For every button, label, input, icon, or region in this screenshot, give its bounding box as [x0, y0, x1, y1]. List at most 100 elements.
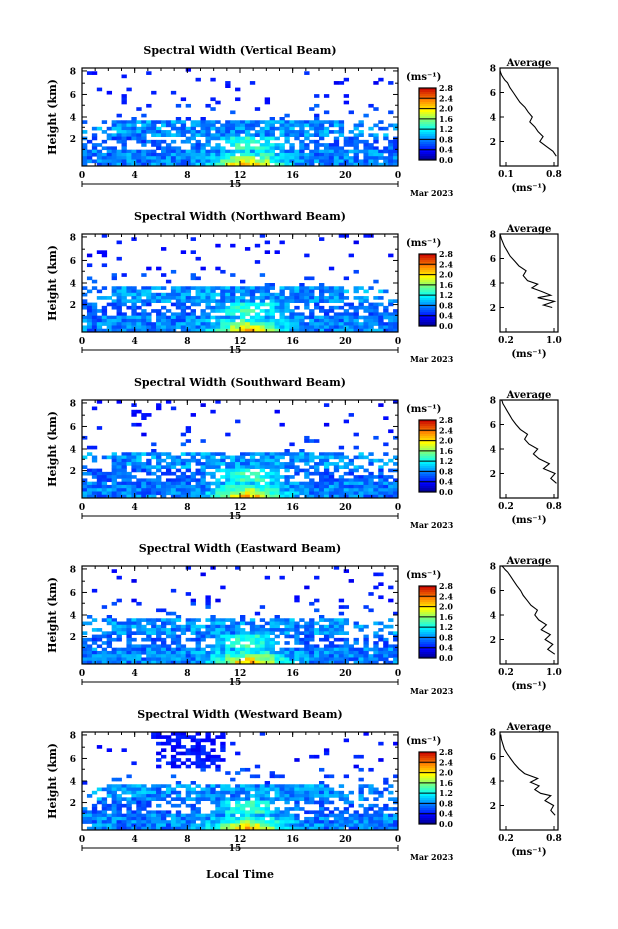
heatmap-cell — [249, 800, 256, 805]
heatmap-cell — [215, 488, 221, 492]
heatmap-cell — [323, 481, 330, 486]
heatmap-cell — [319, 650, 325, 655]
heatmap-cell — [131, 816, 137, 821]
heatmap-cell — [106, 156, 113, 160]
heatmap-cell — [368, 143, 374, 147]
heatmap-cell — [126, 315, 132, 320]
heatmap-cell — [131, 800, 137, 805]
heatmap-cell — [230, 162, 236, 167]
heatmap-cell — [121, 94, 127, 98]
heatmap-cell — [106, 813, 113, 818]
heatmap-cell — [165, 468, 172, 473]
heatmap-cell — [230, 455, 236, 460]
heatmap-cell — [323, 315, 330, 320]
heatmap-cell — [86, 452, 93, 456]
heatmap-cell — [170, 797, 177, 801]
heatmap-cell — [121, 787, 127, 792]
heatmap-cell — [136, 130, 142, 134]
heatmap-cell — [328, 634, 335, 639]
heatmap-cell — [210, 123, 216, 128]
heatmap-cell — [264, 823, 271, 828]
heatmap-cell — [259, 292, 266, 297]
heatmap-cell — [264, 807, 271, 811]
heatmap-cell — [200, 455, 206, 460]
heatmap-cell — [259, 657, 266, 662]
heatmap-cell — [383, 328, 389, 333]
heatmap-cell — [91, 152, 98, 157]
heatmap-cell — [185, 803, 192, 808]
heatmap-cell — [244, 152, 251, 157]
heatmap-cell — [323, 816, 330, 821]
heatmap-cell — [259, 491, 266, 496]
heatmap-cell — [111, 784, 117, 788]
heatmap-cell — [289, 312, 295, 317]
heatmap-cell — [141, 286, 147, 290]
heatmap-cell — [185, 481, 192, 486]
heatmap-cell — [200, 797, 206, 801]
heatmap-cell — [156, 790, 162, 795]
heatmap-cell — [249, 152, 256, 157]
heatmap-cell — [96, 468, 103, 473]
heatmap-cell — [91, 315, 98, 320]
heatmap-cell — [141, 787, 147, 792]
heatmap-cell — [343, 139, 350, 144]
heatmap-cell — [82, 318, 88, 323]
heatmap-cell — [205, 103, 211, 108]
heatmap-cell — [240, 810, 246, 815]
heatmap-cell — [274, 162, 280, 167]
heatmap-cell — [319, 637, 325, 642]
heatmap-cell — [215, 243, 221, 248]
heatmap-cell — [249, 787, 256, 792]
heatmap-cell — [141, 432, 147, 437]
heatmap-cell — [225, 810, 231, 815]
heatmap-cell — [116, 149, 122, 154]
heatmap-cell — [190, 810, 196, 815]
heatmap-cell — [210, 738, 216, 743]
heatmap-cell — [289, 790, 295, 795]
heatmap-cell — [141, 309, 147, 313]
heatmap-cell — [373, 654, 379, 658]
heatmap-cell — [319, 126, 325, 131]
heatmap-cell — [205, 488, 211, 492]
heatmap-cell — [244, 328, 251, 333]
heatmap-cell — [116, 654, 122, 658]
heatmap-cell — [294, 299, 300, 303]
heatmap-cell — [230, 462, 236, 466]
heatmap-cell — [111, 807, 117, 811]
heatmap-cell — [274, 634, 280, 639]
heatmap-cell — [190, 761, 196, 766]
heatmap-cell — [235, 136, 241, 141]
heatmap-cell — [289, 475, 295, 479]
heatmap-cell — [220, 790, 226, 795]
heatmap-cell — [240, 309, 246, 313]
heatmap-cell — [165, 484, 172, 489]
heatmap-cell — [170, 458, 177, 463]
y-tick-label: 6 — [70, 755, 76, 765]
heatmap-cell — [141, 816, 147, 821]
heatmap-cell — [249, 624, 256, 629]
heatmap-cell — [368, 315, 374, 320]
heatmap-cell — [259, 644, 266, 649]
heatmap-cell — [170, 322, 177, 326]
heatmap-cell — [151, 810, 157, 815]
heatmap-cell — [121, 657, 127, 662]
heatmap-cell — [141, 637, 147, 642]
heatmap-cell — [304, 120, 310, 124]
heatmap-cell — [333, 481, 340, 486]
heatmap-cell — [353, 123, 359, 128]
heatmap-cell — [86, 481, 93, 486]
heatmap-cell — [235, 299, 241, 303]
heatmap-cell — [259, 152, 266, 157]
x-tick-label: 0 — [395, 171, 401, 181]
heatmap-cell — [195, 149, 201, 154]
heatmap-cell — [314, 494, 320, 499]
heatmap-cell — [200, 292, 206, 297]
heatmap-cell — [230, 657, 236, 662]
heatmap-cell — [220, 494, 226, 499]
heatmap-cell — [279, 120, 285, 124]
heatmap-cell — [299, 618, 305, 622]
heatmap-cell — [373, 660, 379, 665]
heatmap-cell — [240, 315, 246, 320]
heatmap-cell — [175, 156, 182, 160]
heatmap-cell — [190, 302, 196, 307]
